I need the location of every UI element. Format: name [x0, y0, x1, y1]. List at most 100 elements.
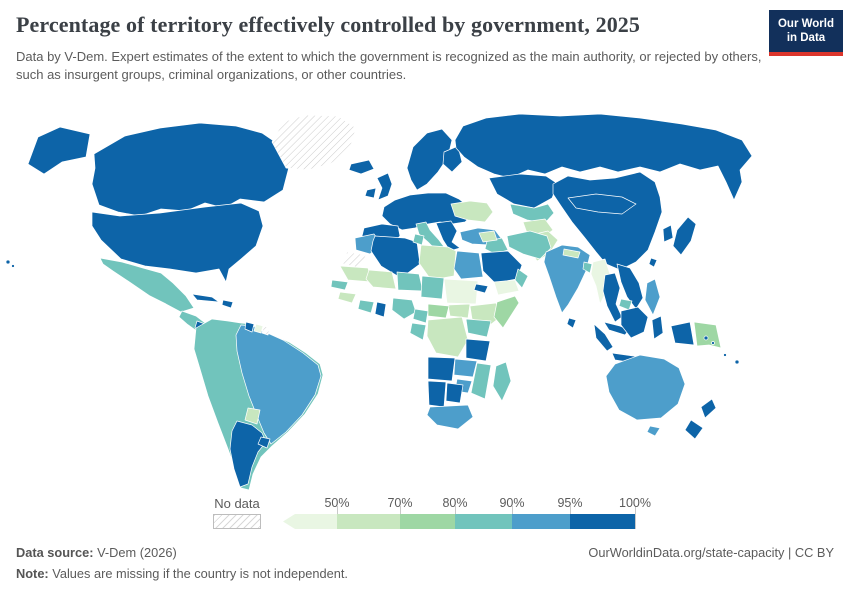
region-mozambique[interactable] [470, 362, 492, 400]
legend-tick [635, 506, 636, 529]
region-papua-new-guinea[interactable] [693, 321, 722, 349]
region-egypt[interactable] [453, 250, 484, 280]
note-line: Note: Values are missing if the country … [16, 566, 348, 581]
chart-subtitle: Data by V-Dem. Expert estimates of the e… [16, 49, 762, 82]
region-uruguay[interactable] [257, 436, 271, 449]
region-hawaii[interactable] [5, 259, 15, 268]
region-suriname[interactable] [253, 323, 264, 334]
note-label: Note: [16, 566, 49, 581]
legend-segment[interactable] [283, 514, 337, 529]
region-south-africa[interactable] [426, 404, 474, 430]
region-uk[interactable] [376, 172, 393, 201]
region-nigeria[interactable] [391, 297, 417, 320]
region-new-zealand-north[interactable] [700, 398, 717, 419]
region-madagascar[interactable] [492, 361, 512, 402]
region-argentina[interactable] [229, 420, 267, 488]
region-somalia[interactable] [493, 295, 520, 329]
legend-segment[interactable] [400, 514, 455, 529]
region-ghana[interactable] [374, 301, 387, 318]
no-data-label: No data [214, 496, 260, 511]
owid-logo-line1: Our World [777, 18, 834, 30]
region-greenland[interactable] [271, 114, 357, 171]
region-taiwan[interactable] [648, 257, 658, 268]
data-source-line: Data source: V-Dem (2026) [16, 545, 177, 560]
region-sumatra[interactable] [593, 323, 614, 352]
world-map-svg [5, 113, 753, 491]
region-chad[interactable] [420, 275, 445, 300]
region-sulawesi[interactable] [651, 315, 664, 340]
region-tasmania[interactable] [646, 425, 661, 437]
data-source-label: Data source: [16, 545, 94, 560]
region-ukraine[interactable] [450, 200, 494, 223]
region-french-guiana[interactable] [261, 325, 271, 336]
region-iceland[interactable] [348, 159, 375, 175]
legend-segment[interactable] [337, 514, 400, 529]
region-nepal[interactable] [562, 248, 581, 259]
region-cambodia[interactable] [618, 298, 633, 311]
region-cuba[interactable] [191, 293, 220, 303]
region-ivory-coast[interactable] [357, 299, 375, 314]
region-drc[interactable] [426, 316, 469, 358]
legend-bin-label: 70% [387, 496, 413, 510]
region-australia[interactable] [605, 354, 686, 421]
region-western-sahara[interactable] [342, 251, 367, 269]
region-usa[interactable] [91, 202, 264, 283]
region-gabon-congo[interactable] [409, 322, 427, 341]
legend-segment[interactable] [455, 514, 512, 529]
region-tanzania[interactable] [465, 338, 491, 362]
region-senegal[interactable] [330, 279, 349, 291]
region-mali[interactable] [365, 269, 397, 290]
region-eritrea[interactable] [473, 283, 489, 294]
region-alaska[interactable] [27, 126, 91, 175]
legend-color-scale: 50% 70% 80% 90% 95% 100% [283, 496, 651, 532]
region-libya[interactable] [418, 244, 457, 281]
no-data-swatch [213, 514, 261, 529]
legend-bin-label: 90% [499, 496, 525, 510]
legend-segment[interactable] [512, 514, 570, 529]
region-pacific-islands[interactable] [703, 335, 740, 365]
legend-bin-label: 95% [557, 496, 583, 510]
region-india[interactable] [543, 244, 591, 314]
region-paraguay[interactable] [244, 407, 261, 425]
region-niger[interactable] [396, 271, 424, 292]
region-syria[interactable] [478, 230, 498, 243]
region-uganda-kenya[interactable] [465, 318, 492, 338]
region-canada[interactable] [91, 122, 290, 217]
owid-attribution-link[interactable]: OurWorldinData.org/state-capacity | CC B… [588, 545, 834, 560]
region-south-sudan[interactable] [447, 303, 471, 319]
owid-logo[interactable]: Our World in Data [769, 10, 843, 56]
region-central-african-republic[interactable] [427, 303, 450, 319]
region-vietnam[interactable] [616, 263, 644, 310]
region-mexico[interactable] [99, 257, 195, 313]
region-iran[interactable] [506, 230, 552, 260]
region-balkans[interactable] [435, 220, 461, 252]
region-borneo[interactable] [620, 306, 649, 339]
region-west-new-guinea[interactable] [670, 321, 695, 346]
region-philippines[interactable] [644, 278, 661, 316]
world-map [0, 112, 850, 492]
region-japan[interactable] [672, 216, 697, 256]
region-zambia[interactable] [453, 358, 478, 378]
region-bangladesh[interactable] [582, 261, 593, 274]
region-cameroon[interactable] [412, 308, 429, 324]
region-sudan[interactable] [443, 278, 479, 305]
legend-no-data[interactable]: No data [206, 496, 268, 529]
region-thailand[interactable] [602, 272, 623, 323]
legend-segment[interactable] [570, 514, 635, 529]
region-botswana[interactable] [445, 382, 464, 404]
region-korea[interactable] [662, 224, 674, 243]
region-angola[interactable] [427, 356, 456, 382]
region-namibia[interactable] [427, 380, 447, 408]
region-yemen[interactable] [493, 279, 520, 296]
region-hispaniola[interactable] [221, 299, 234, 309]
region-new-zealand-south[interactable] [684, 419, 704, 440]
data-source-value: V-Dem (2026) [93, 545, 177, 560]
region-sri-lanka[interactable] [566, 317, 577, 329]
region-mongolia[interactable] [567, 193, 637, 215]
region-guinea[interactable] [337, 291, 357, 304]
region-oman[interactable] [514, 268, 529, 289]
region-kazakhstan[interactable] [488, 173, 559, 209]
region-central-asia[interactable] [509, 203, 555, 224]
region-ireland[interactable] [364, 187, 377, 199]
region-guyana[interactable] [244, 321, 255, 333]
